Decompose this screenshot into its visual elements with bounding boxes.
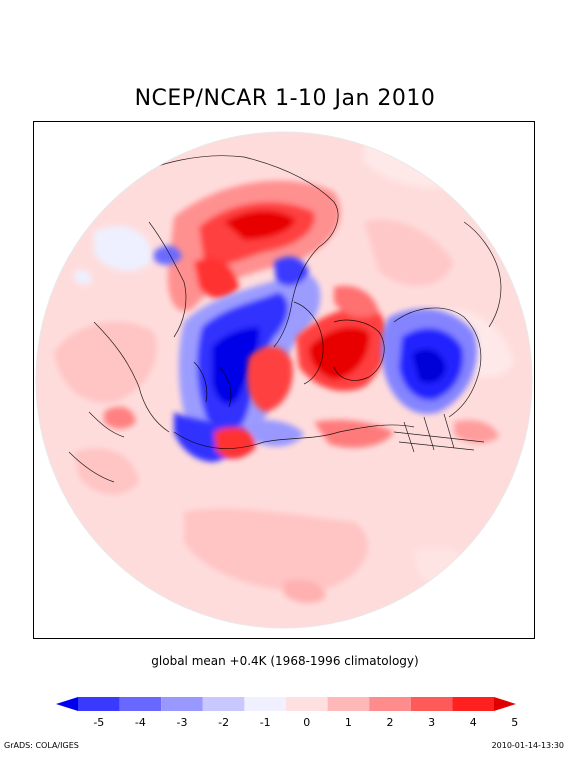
colorbar-swatch <box>78 697 120 711</box>
colorbar-tick-label: -4 <box>134 716 146 729</box>
colorbar-swatch <box>286 697 328 711</box>
footer-credit: GrADS: COLA/IGES <box>4 741 79 750</box>
map-caption: global mean +0.4K (1968-1996 climatology… <box>151 654 419 668</box>
colorbar-swatch <box>369 697 411 711</box>
colorbar-arrow-high <box>494 697 516 711</box>
colorbar-tick-label: 3 <box>428 716 436 729</box>
footer-timestamp: 2010-01-14-13:30 <box>491 741 564 750</box>
colorbar-tick-label: 1 <box>344 716 352 729</box>
colorbar-tick-label: 0 <box>303 716 311 729</box>
anomaly-map <box>35 131 533 629</box>
colorbar-swatch <box>119 697 162 711</box>
colorbar-tick-label: 5 <box>511 716 519 729</box>
colorbar-swatch <box>327 697 370 711</box>
colorbar-swatch <box>244 697 286 711</box>
colorbar-tick-label: -5 <box>93 716 105 729</box>
hemisphere-edge <box>35 131 533 629</box>
colorbar <box>56 697 516 711</box>
colorbar-tick-label: -1 <box>259 716 271 729</box>
colorbar-tick-label: -3 <box>176 716 188 729</box>
colorbar-swatch <box>452 697 494 711</box>
colorbar-swatch <box>410 697 453 711</box>
colorbar-tick-label: -2 <box>218 716 230 729</box>
colorbar-tick-label: 2 <box>386 716 394 729</box>
map-frame <box>33 121 535 639</box>
map-title: NCEP/NCAR 1-10 Jan 2010 <box>134 86 436 111</box>
colorbar-arrow-low <box>56 697 78 711</box>
colorbar-tick-label: 4 <box>469 716 477 729</box>
colorbar-swatch <box>161 697 203 711</box>
colorbar-swatch <box>202 697 245 711</box>
